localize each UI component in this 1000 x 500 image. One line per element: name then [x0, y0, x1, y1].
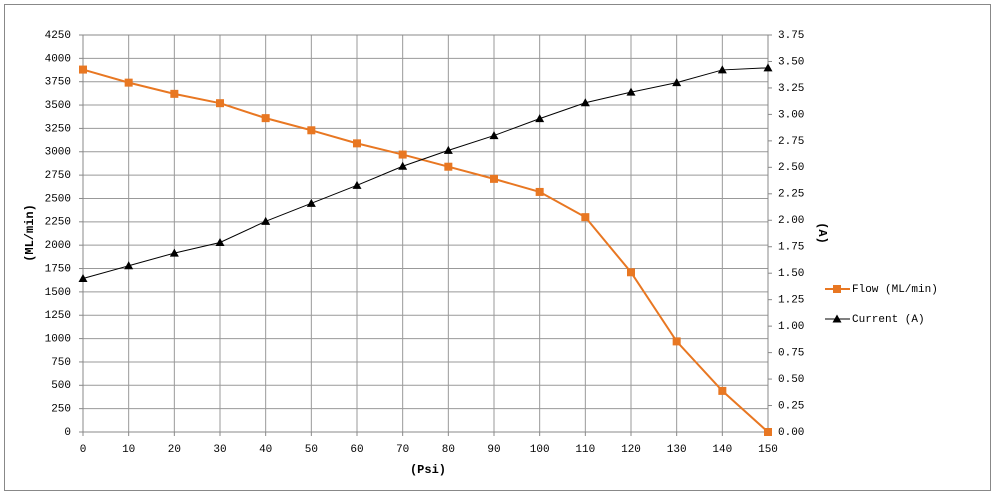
marker — [672, 78, 682, 87]
y2-tick-label: 1.00 — [778, 321, 804, 333]
marker — [672, 337, 681, 346]
legend-label: Flow (ML/min) — [852, 284, 938, 296]
legend-label: Current (A) — [852, 314, 925, 326]
y-tick-label: 250 — [51, 404, 71, 416]
x-tick-label: 40 — [259, 444, 272, 456]
x-tick-label: 120 — [621, 444, 641, 456]
y2-tick-label: 0.50 — [778, 374, 804, 386]
y2-axis-label: (A) — [815, 222, 829, 244]
marker — [444, 162, 453, 171]
marker — [580, 98, 590, 107]
marker — [261, 114, 270, 123]
y2-tick-label: 2.50 — [778, 162, 804, 174]
marker — [124, 261, 134, 270]
marker — [215, 237, 225, 246]
marker — [124, 78, 133, 87]
y-tick-label: 4000 — [45, 53, 71, 65]
y-tick-label: 1500 — [45, 287, 71, 299]
series-line — [82, 67, 769, 279]
x-tick-label: 80 — [442, 444, 455, 456]
plot-frame — [82, 34, 769, 433]
marker — [535, 114, 545, 123]
y-tick-label: 0 — [64, 427, 71, 439]
y-tick-label: 1000 — [45, 333, 71, 345]
x-tick-label: 100 — [530, 444, 550, 456]
marker — [764, 428, 772, 436]
y2-tick-label: 3.75 — [778, 30, 804, 42]
y-tick-label: 2000 — [45, 240, 71, 252]
marker — [718, 386, 727, 395]
chart-border — [4, 4, 991, 491]
marker — [398, 150, 407, 159]
y-tick-label: 4250 — [45, 30, 71, 42]
marker — [581, 213, 590, 222]
y2-tick-label: 3.00 — [778, 109, 804, 121]
x-axis-label: (Psi) — [410, 463, 446, 477]
y-tick-label: 3500 — [45, 100, 71, 112]
series-line — [82, 68, 769, 433]
marker — [833, 285, 841, 293]
x-tick-label: 150 — [758, 444, 778, 456]
y-tick-label: 500 — [51, 380, 71, 392]
y-tick-label: 2500 — [45, 193, 71, 205]
marker — [353, 139, 361, 148]
y-tick-label: 1750 — [45, 263, 71, 275]
x-tick-label: 10 — [122, 444, 135, 456]
y2-tick-label: 1.25 — [778, 295, 804, 307]
x-tick-label: 20 — [168, 444, 181, 456]
x-tick-label: 130 — [667, 444, 687, 456]
y-tick-label: 3000 — [45, 147, 71, 159]
y2-tick-label: 2.75 — [778, 136, 804, 148]
y2-tick-label: 1.75 — [778, 242, 804, 254]
y-tick-label: 3250 — [45, 123, 71, 135]
x-tick-label: 60 — [350, 444, 363, 456]
y-axis-label: (ML/min) — [23, 204, 37, 262]
y2-tick-label: 0.25 — [778, 400, 804, 412]
y2-tick-label: 3.25 — [778, 83, 804, 95]
marker — [489, 131, 499, 140]
y-tick-label: 750 — [51, 357, 71, 369]
y-tick-label: 3750 — [45, 77, 71, 89]
marker — [307, 126, 316, 135]
marker — [443, 145, 453, 154]
y-tick-label: 2250 — [45, 217, 71, 229]
x-tick-label: 0 — [80, 444, 87, 456]
marker — [398, 161, 408, 170]
x-tick-label: 90 — [487, 444, 500, 456]
y2-tick-label: 0.75 — [778, 348, 804, 360]
marker — [627, 268, 635, 277]
y-tick-label: 1250 — [45, 310, 71, 322]
marker — [78, 273, 88, 282]
x-tick-label: 30 — [213, 444, 226, 456]
x-tick-label: 110 — [575, 444, 595, 456]
marker — [170, 89, 179, 98]
y2-tick-label: 1.50 — [778, 268, 804, 280]
marker — [352, 180, 362, 189]
marker — [490, 174, 498, 183]
marker — [216, 99, 224, 108]
marker — [535, 187, 544, 196]
x-tick-label: 50 — [305, 444, 318, 456]
y2-tick-label: 2.25 — [778, 189, 804, 201]
marker — [169, 248, 179, 257]
marker — [306, 198, 316, 207]
x-tick-label: 70 — [396, 444, 409, 456]
marker — [626, 87, 636, 96]
x-tick-label: 140 — [712, 444, 732, 456]
y2-tick-label: 0.00 — [778, 427, 804, 439]
y2-tick-label: 3.50 — [778, 56, 804, 68]
y-tick-label: 2750 — [45, 170, 71, 182]
y2-tick-label: 2.00 — [778, 215, 804, 227]
marker — [261, 216, 271, 225]
marker — [832, 314, 842, 323]
marker — [717, 65, 727, 74]
marker — [763, 63, 773, 72]
marker — [79, 65, 87, 74]
